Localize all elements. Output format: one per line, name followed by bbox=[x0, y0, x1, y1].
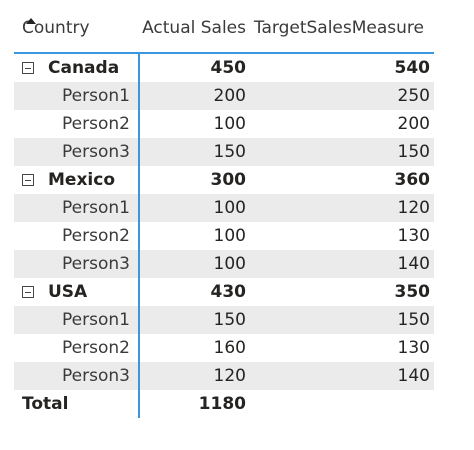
person-label: Person2 bbox=[62, 338, 130, 358]
person-target-sales: 200 bbox=[397, 114, 430, 134]
total-label: Total bbox=[22, 394, 69, 414]
group-actual-sales: 430 bbox=[210, 282, 247, 302]
person-target-sales: 140 bbox=[397, 366, 430, 386]
person-label: Person3 bbox=[62, 142, 130, 162]
person-actual-sales: 160 bbox=[213, 338, 246, 358]
group-row-mexico: Mexico 300 360 bbox=[14, 166, 434, 194]
person-label: Person3 bbox=[62, 366, 130, 386]
person-actual-sales: 150 bbox=[213, 142, 246, 162]
person-actual-sales: 200 bbox=[213, 86, 246, 106]
total-row: Total 1180 bbox=[14, 390, 434, 418]
person-target-sales: 250 bbox=[397, 86, 430, 106]
group-actual-sales: 450 bbox=[210, 58, 247, 78]
country-column-header[interactable]: Country bbox=[22, 18, 90, 38]
person-target-sales: 150 bbox=[397, 310, 430, 330]
person-target-sales: 150 bbox=[397, 142, 430, 162]
person-label: Person2 bbox=[62, 114, 130, 134]
person-actual-sales: 120 bbox=[213, 366, 246, 386]
group-label: USA bbox=[48, 282, 88, 302]
person-actual-sales: 150 bbox=[213, 310, 246, 330]
sort-ascending-icon[interactable] bbox=[26, 18, 36, 24]
table-row: Person1 100 120 bbox=[14, 194, 434, 222]
actual-sales-column-header[interactable]: Actual Sales bbox=[142, 18, 246, 38]
group-target-sales: 540 bbox=[394, 58, 431, 78]
group-label: Canada bbox=[48, 58, 120, 78]
collapse-icon[interactable] bbox=[22, 62, 34, 74]
group-label: Mexico bbox=[48, 170, 115, 190]
group-target-sales: 350 bbox=[394, 282, 431, 302]
person-label: Person3 bbox=[62, 254, 130, 274]
person-target-sales: 130 bbox=[397, 338, 430, 358]
total-actual-sales: 1180 bbox=[198, 394, 246, 414]
table-row: Person3 100 140 bbox=[14, 250, 434, 278]
table-row: Person2 100 130 bbox=[14, 222, 434, 250]
group-target-sales: 360 bbox=[394, 170, 431, 190]
table-row: Person1 200 250 bbox=[14, 82, 434, 110]
collapse-icon[interactable] bbox=[22, 286, 34, 298]
table-row: Person1 150 150 bbox=[14, 306, 434, 334]
group-actual-sales: 300 bbox=[210, 170, 247, 190]
matrix-visual: Country Actual Sales TargetSalesMeasure … bbox=[14, 8, 434, 418]
person-actual-sales: 100 bbox=[213, 114, 246, 134]
table-row: Person2 160 130 bbox=[14, 334, 434, 362]
table-row: Person3 150 150 bbox=[14, 138, 434, 166]
target-sales-column-header[interactable]: TargetSalesMeasure bbox=[253, 18, 424, 38]
person-target-sales: 120 bbox=[397, 198, 430, 218]
person-actual-sales: 100 bbox=[213, 198, 246, 218]
person-label: Person2 bbox=[62, 226, 130, 246]
group-row-canada: Canada 450 540 bbox=[14, 54, 434, 82]
person-actual-sales: 100 bbox=[213, 226, 246, 246]
table-row: Person3 120 140 bbox=[14, 362, 434, 390]
person-label: Person1 bbox=[62, 310, 130, 330]
person-target-sales: 140 bbox=[397, 254, 430, 274]
person-label: Person1 bbox=[62, 198, 130, 218]
table-row: Person2 100 200 bbox=[14, 110, 434, 138]
person-label: Person1 bbox=[62, 86, 130, 106]
collapse-icon[interactable] bbox=[22, 174, 34, 186]
column-header-row: Country Actual Sales TargetSalesMeasure bbox=[14, 8, 434, 54]
row-header-divider bbox=[138, 52, 140, 418]
group-row-usa: USA 430 350 bbox=[14, 278, 434, 306]
person-actual-sales: 100 bbox=[213, 254, 246, 274]
person-target-sales: 130 bbox=[397, 226, 430, 246]
